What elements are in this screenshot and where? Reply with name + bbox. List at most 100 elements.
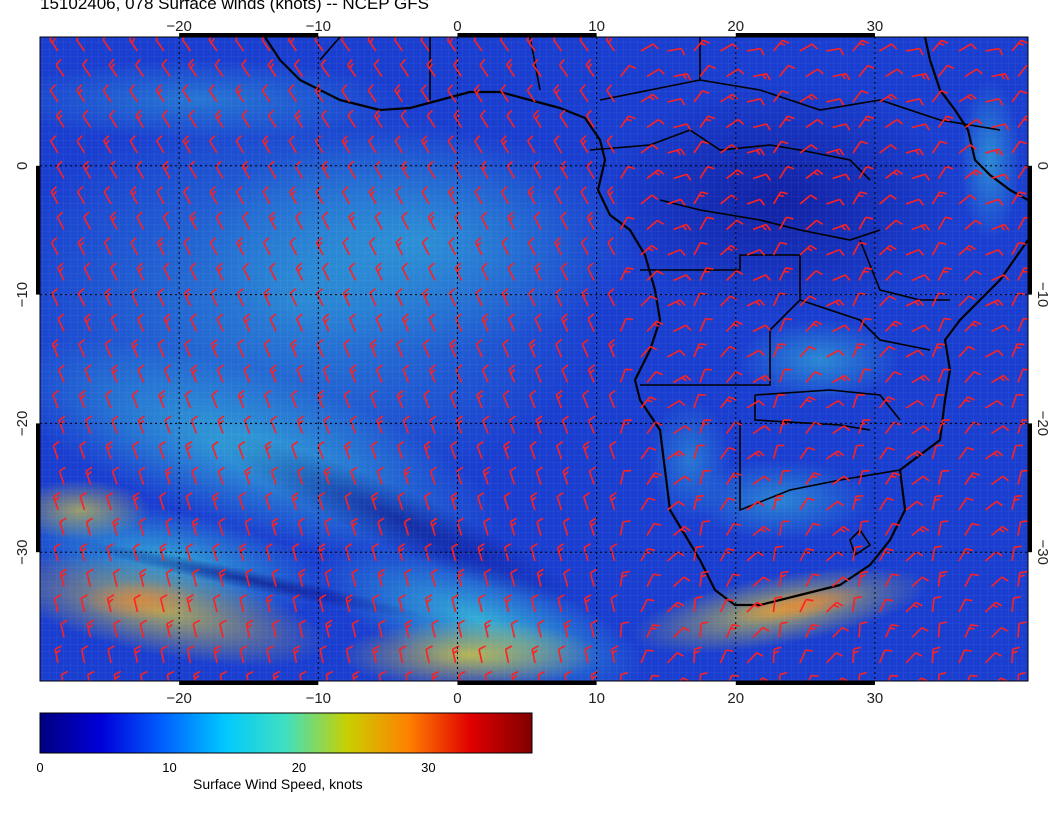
wind-barb (295, 211, 304, 230)
wind-barb (421, 236, 430, 256)
wind-barb (905, 47, 924, 56)
wind-barb (831, 626, 850, 639)
lon-ticks-bottom: −20 −10 0 10 20 30 (166, 690, 883, 707)
wind-barb (322, 313, 330, 332)
wind-barb (528, 338, 536, 358)
wind-barb (376, 415, 384, 434)
wind-barb (110, 364, 118, 383)
wind-barb (884, 320, 902, 333)
wind-barb (186, 594, 194, 613)
wind-barb (129, 135, 139, 154)
wind-barb (878, 244, 897, 256)
wind-barb (719, 345, 737, 358)
wind-barb (158, 440, 166, 460)
wind-barb (563, 619, 572, 638)
wind-barb (105, 389, 113, 409)
wind-barb (344, 543, 353, 562)
wind-barb (537, 619, 545, 638)
wind-barb (397, 491, 405, 511)
wind-barb (699, 570, 710, 587)
colorbar (39, 712, 533, 754)
wind-barb (243, 415, 251, 434)
wind-barb (368, 135, 377, 154)
wind-barb (646, 623, 661, 638)
wind-barb (964, 522, 980, 536)
wind-barb (447, 186, 457, 205)
wind-barb (272, 670, 281, 681)
wind-barb (561, 364, 569, 383)
wind-barb (128, 37, 139, 52)
wind-barb (958, 497, 974, 511)
wind-barb (447, 84, 457, 103)
wind-barb (832, 374, 851, 384)
wind-barb (219, 670, 228, 681)
wind-barb (484, 670, 493, 681)
wind-barb (937, 317, 952, 332)
wind-barb (1017, 216, 1028, 230)
wind-barb (911, 324, 931, 333)
wind-barb (140, 670, 148, 681)
wind-barb (428, 364, 436, 383)
wind-barb (725, 219, 744, 231)
wind-barb (403, 517, 412, 536)
wind-barb (805, 320, 823, 333)
wind-barb (79, 491, 87, 511)
wind-barb (554, 236, 563, 256)
wind-barb (262, 236, 271, 256)
wind-barb (772, 241, 788, 256)
wind-barb (746, 500, 765, 511)
wind-barb (135, 160, 145, 179)
wind-barb (218, 568, 227, 587)
wind-barb (402, 415, 410, 434)
wind-barb (937, 115, 954, 128)
wind-barb (242, 313, 251, 332)
wind-barb (958, 649, 972, 664)
wind-barb (241, 109, 251, 128)
wind-barb (263, 287, 271, 307)
wind-barb (348, 262, 357, 281)
wind-barb (79, 440, 87, 460)
wind-barb (507, 211, 516, 230)
wind-barb (375, 364, 383, 383)
wind-barb (560, 262, 569, 281)
wind-barb (646, 522, 662, 536)
wind-barb (212, 594, 221, 613)
wind-barb (746, 349, 765, 358)
wind-barb (504, 594, 512, 613)
wind-barb (588, 415, 596, 434)
wind-barb (534, 262, 542, 281)
wind-barb (185, 491, 193, 511)
wind-barb (423, 491, 432, 511)
wind-barb (160, 645, 168, 664)
wind-barb (165, 517, 173, 536)
lon-tick-label: 20 (727, 690, 744, 707)
wind-barb (1011, 545, 1022, 562)
wind-barb (878, 194, 897, 205)
wind-barb (826, 98, 845, 106)
wind-barb (605, 37, 616, 52)
wind-barb (450, 440, 458, 460)
wind-barb (1011, 140, 1027, 154)
wind-barb (53, 594, 62, 613)
wind-barb (372, 645, 380, 664)
wind-barb (59, 568, 68, 587)
wind-barb (746, 299, 766, 307)
wind-barb (1011, 596, 1021, 613)
wind-barb (964, 674, 978, 681)
wind-barb (666, 551, 685, 562)
wind-barb (269, 364, 277, 383)
wind-barb (344, 491, 352, 511)
frame-bar-bottom (735, 681, 875, 685)
wind-barb (699, 621, 709, 638)
wind-barb (165, 568, 174, 587)
wind-barb (75, 37, 86, 52)
wind-barb (371, 543, 379, 562)
wind-barb (693, 140, 709, 154)
wind-barb (186, 645, 195, 664)
wind-barb (341, 84, 351, 103)
wind-barb (349, 415, 357, 434)
wind-barb (590, 619, 598, 638)
wind-barb (394, 186, 404, 205)
wind-barb (640, 497, 656, 511)
wind-barb (82, 109, 92, 128)
